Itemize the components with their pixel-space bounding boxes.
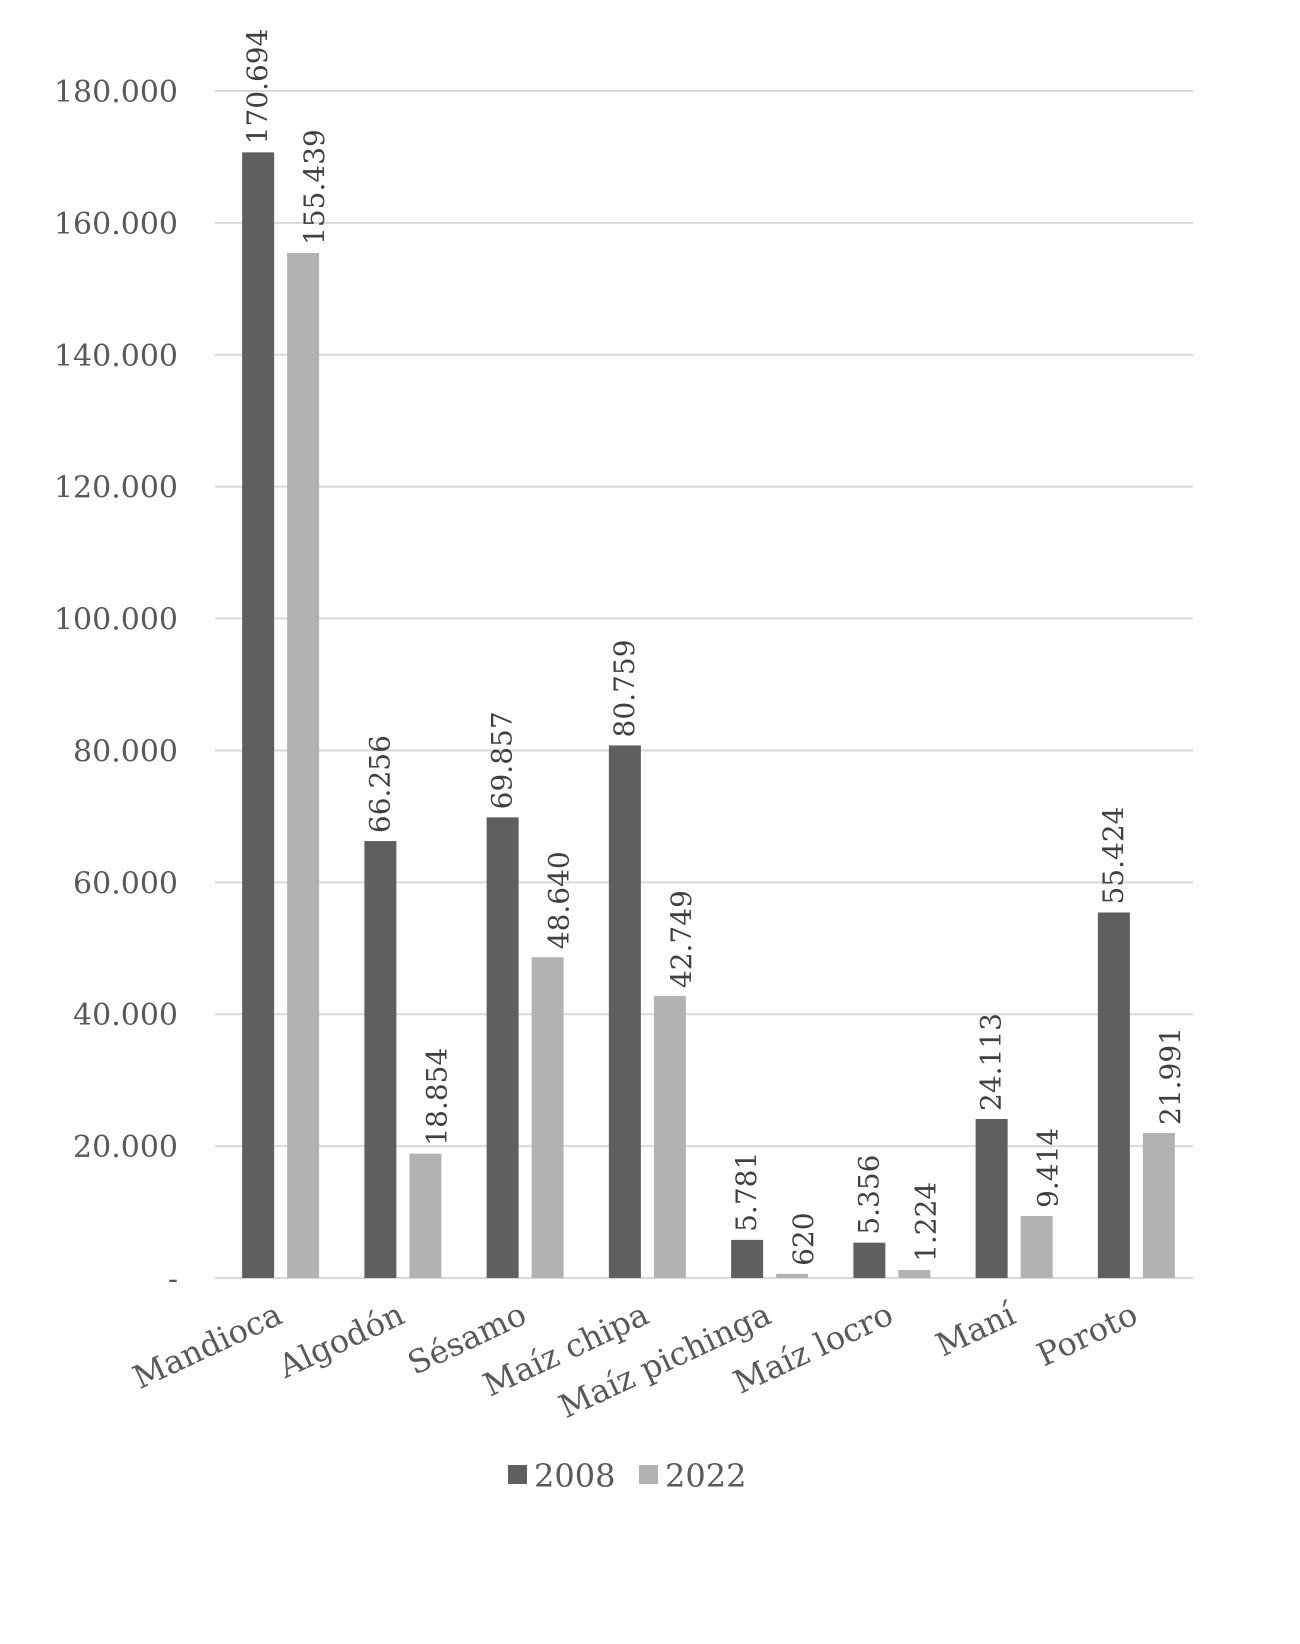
x-category-label: Maní [930,1294,1022,1364]
bar-2008 [486,817,519,1278]
bar-2022 [653,996,686,1278]
data-label-2022: 21.991 [1154,1027,1187,1125]
data-label-2008: 80.759 [608,639,641,737]
data-label-2008: 66.256 [363,735,396,833]
x-category-label: Mandioca [127,1295,288,1397]
bar-2022 [1020,1215,1053,1278]
y-tick-label: - [168,1262,178,1297]
legend-label-2022: 2022 [665,1457,746,1495]
y-tick-label: 20.000 [73,1130,178,1165]
y-tick-label: 100.000 [54,603,178,638]
data-label-2008: 5.356 [852,1155,885,1235]
y-tick-label: 140.000 [54,339,178,374]
data-label-2022: 42.749 [665,890,698,988]
bar-2022 [776,1273,809,1278]
legend-label-2008: 2008 [534,1457,615,1495]
bar-2008 [1097,912,1130,1278]
data-label-2008: 24.113 [975,1013,1008,1111]
data-label-2022: 155.439 [298,129,331,245]
data-label-2022: 18.854 [420,1048,453,1146]
bar-2008 [608,745,641,1278]
data-label-2022: 1.224 [909,1182,942,1262]
y-tick-label: 60.000 [73,866,178,901]
x-category-label: Poroto [1031,1295,1143,1374]
y-tick-label: 160.000 [54,207,178,242]
bar-2008 [364,841,397,1278]
bar-2008 [731,1239,764,1278]
bar-2008 [853,1242,886,1278]
x-category-label: Algodón [272,1295,410,1386]
data-label-2008: 69.857 [486,711,519,809]
data-label-2022: 9.414 [1032,1128,1065,1208]
data-label-2008: 170.694 [241,29,274,145]
bar-2008 [242,152,275,1278]
bar-2008 [975,1118,1008,1278]
legend-swatch-2022 [639,1465,658,1484]
bar-2022 [531,957,564,1278]
bar-2022 [287,252,320,1278]
bar-2022 [898,1269,931,1278]
y-tick-label: 40.000 [73,998,178,1033]
bar-2022 [409,1153,442,1278]
y-tick-label: 120.000 [54,471,178,506]
bar-2022 [1142,1132,1175,1278]
y-tick-label: 180.000 [54,75,178,110]
legend-swatch-2008 [508,1465,527,1484]
data-label-2008: 55.424 [1097,807,1130,905]
data-label-2022: 48.640 [543,851,576,949]
y-tick-label: 80.000 [73,734,178,769]
data-label-2008: 5.781 [730,1152,763,1232]
data-label-2022: 620 [787,1212,820,1265]
